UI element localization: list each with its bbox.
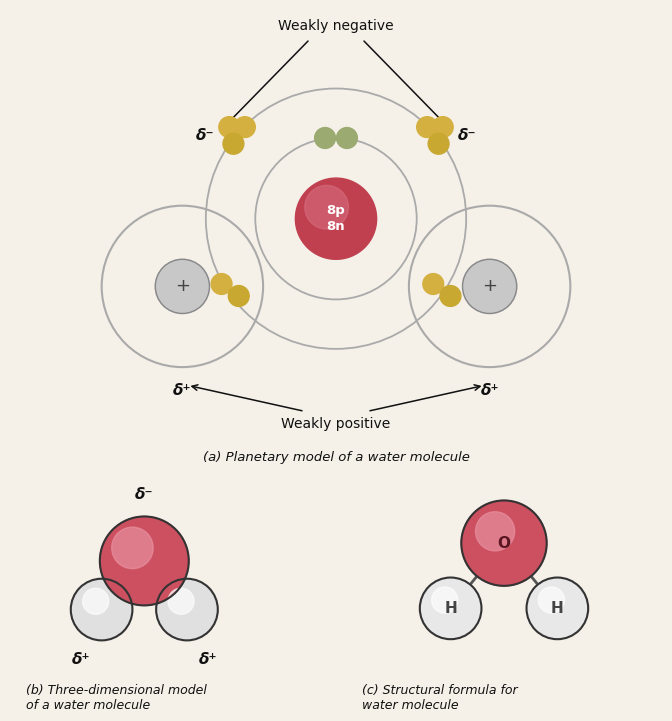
Text: +: + bbox=[175, 278, 190, 296]
Circle shape bbox=[476, 512, 515, 551]
Circle shape bbox=[462, 260, 517, 314]
Circle shape bbox=[337, 128, 358, 149]
Circle shape bbox=[228, 286, 249, 306]
Text: Weakly negative: Weakly negative bbox=[278, 19, 394, 33]
Circle shape bbox=[83, 588, 109, 614]
Circle shape bbox=[461, 500, 547, 586]
Text: O: O bbox=[497, 536, 511, 551]
Circle shape bbox=[156, 579, 218, 640]
Text: 8p
8n: 8p 8n bbox=[327, 204, 345, 233]
Circle shape bbox=[423, 273, 444, 294]
Text: δ⁺: δ⁺ bbox=[173, 383, 192, 398]
Circle shape bbox=[168, 588, 194, 614]
Circle shape bbox=[431, 587, 458, 613]
Circle shape bbox=[428, 133, 449, 154]
Circle shape bbox=[305, 185, 349, 229]
Circle shape bbox=[417, 117, 437, 138]
Text: Weakly positive: Weakly positive bbox=[282, 417, 390, 431]
Circle shape bbox=[432, 117, 453, 138]
Text: (b) Three-dimensional model
of a water molecule: (b) Three-dimensional model of a water m… bbox=[26, 684, 206, 712]
Circle shape bbox=[235, 117, 255, 138]
Text: δ⁻: δ⁻ bbox=[196, 128, 214, 143]
Circle shape bbox=[100, 516, 189, 606]
Text: (a) Planetary model of a water molecule: (a) Planetary model of a water molecule bbox=[202, 451, 470, 464]
Text: (c) Structural formula for
water molecule: (c) Structural formula for water molecul… bbox=[362, 684, 517, 712]
Circle shape bbox=[538, 587, 564, 613]
Text: δ⁻: δ⁻ bbox=[135, 487, 153, 502]
Text: δ⁺: δ⁺ bbox=[72, 653, 90, 667]
Text: δ⁺: δ⁺ bbox=[198, 653, 217, 667]
Circle shape bbox=[71, 579, 132, 640]
Text: δ⁺: δ⁺ bbox=[480, 383, 499, 398]
Circle shape bbox=[219, 117, 240, 138]
Circle shape bbox=[112, 527, 153, 569]
Circle shape bbox=[296, 178, 376, 260]
Circle shape bbox=[420, 578, 481, 640]
Circle shape bbox=[223, 133, 244, 154]
Circle shape bbox=[440, 286, 461, 306]
Circle shape bbox=[527, 578, 588, 640]
Circle shape bbox=[155, 260, 210, 314]
Text: H: H bbox=[444, 601, 457, 616]
Text: +: + bbox=[482, 278, 497, 296]
Text: H: H bbox=[551, 601, 564, 616]
Text: δ⁻: δ⁻ bbox=[458, 128, 476, 143]
Circle shape bbox=[314, 128, 335, 149]
Circle shape bbox=[211, 273, 232, 294]
